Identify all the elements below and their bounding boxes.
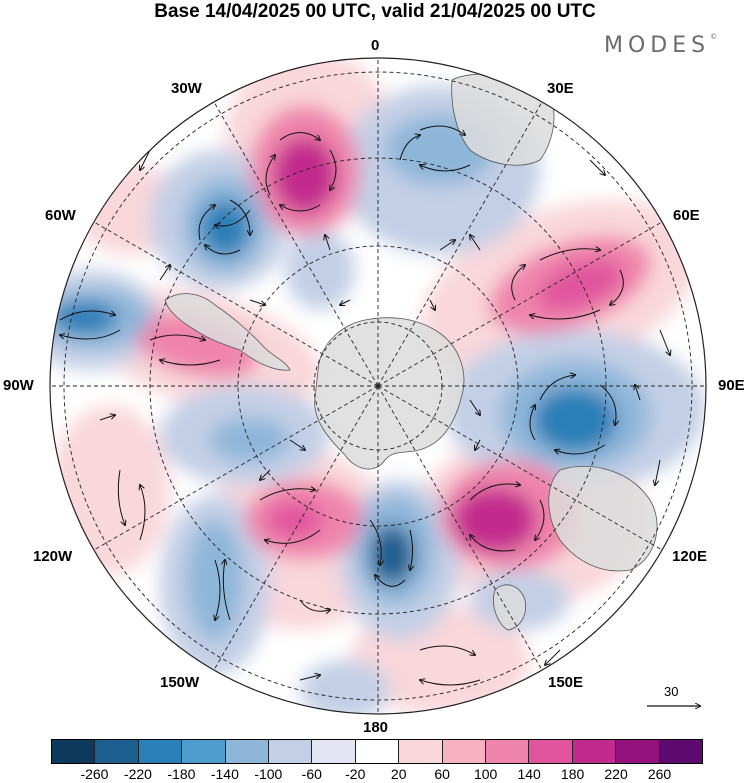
- brand-mark: ©: [710, 33, 718, 41]
- colorbar-swatch: [442, 740, 487, 763]
- lon-label-150e: 150E: [548, 674, 584, 691]
- colorbar-tick-label: 140: [517, 766, 541, 782]
- lon-label-120e: 120E: [672, 548, 708, 565]
- lon-label-30w: 30W: [171, 80, 202, 97]
- colorbar-swatch: [312, 740, 356, 763]
- colorbar-swatch: [486, 740, 530, 763]
- colorbar-swatch: [355, 740, 400, 763]
- colorbar-tick-label: 260: [647, 766, 672, 782]
- map-boundary: [49, 57, 707, 715]
- lon-label-120w: 120W: [33, 548, 73, 565]
- colorbar-tick-label: 20: [390, 766, 407, 782]
- colorbar-swatch: [138, 740, 183, 763]
- map-disk: [50, 58, 706, 714]
- lon-label-180: 180: [363, 719, 389, 736]
- colorbar-swatch: [269, 740, 313, 763]
- lon-label-0: 0: [371, 37, 380, 54]
- lon-label-30e: 30E: [547, 80, 574, 97]
- brand-logo: MODES©: [604, 33, 717, 58]
- australia-outline: [548, 465, 658, 572]
- new-zealand-outline: [493, 584, 527, 631]
- colorbar-tick-label: -100: [254, 766, 283, 782]
- colorbar-tick-label: 180: [560, 766, 585, 782]
- graticule: [50, 58, 706, 714]
- brand-name: MODES: [604, 33, 711, 58]
- map-title: Base 14/04/2025 00 UTC, valid 21/04/2025…: [154, 1, 596, 22]
- colorbar-swatch: [182, 740, 226, 763]
- lon-label-150w: 150W: [160, 674, 200, 691]
- colorbar-swatch: [399, 740, 443, 763]
- lon-label-90e: 90E: [718, 377, 745, 394]
- colorbar-swatch: [95, 740, 139, 763]
- colorbar-tick-label: -260: [80, 766, 109, 782]
- colorbar-tick-label: -220: [123, 766, 152, 782]
- colorbar-tick-label: 60: [434, 766, 450, 782]
- colorbar-tick-label: 220: [604, 766, 628, 782]
- colorbar-tick-label: -60: [301, 766, 322, 782]
- colorbar-swatch: [616, 740, 660, 763]
- colorbar-tick-label: -20: [345, 766, 366, 782]
- colorbar-tick-label: -180: [167, 766, 196, 782]
- colorbar-swatch: [225, 740, 270, 763]
- lon-label-60w: 60W: [45, 207, 76, 224]
- colorbar-swatch: [659, 740, 703, 763]
- colorbar-tick-labels: -260 -220 -180 -140 -100 -60 -20 20 60 100 140 180 2…: [0, 765, 750, 783]
- reference-vector-label: 30: [664, 684, 679, 699]
- colorbar: [51, 739, 703, 764]
- colorbar-tick-label: 100: [473, 766, 498, 782]
- colorbar-tick-label: -140: [210, 766, 239, 782]
- south-america-outline: [164, 293, 291, 371]
- anomaly-field: [50, 58, 705, 714]
- lon-label-60e: 60E: [673, 207, 700, 224]
- lon-label-90w: 90W: [3, 377, 34, 394]
- colorbar-swatch: [529, 740, 573, 763]
- colorbar-swatch: [52, 740, 96, 763]
- colorbar-swatch: [572, 740, 617, 763]
